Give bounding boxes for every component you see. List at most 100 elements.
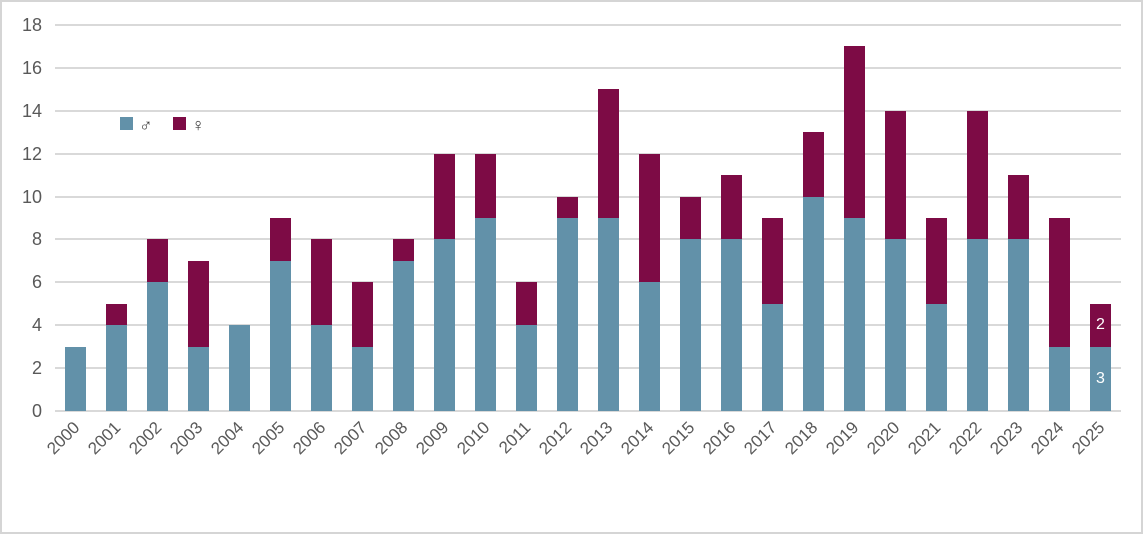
bar-2021-male[interactable] xyxy=(926,303,947,411)
male-series-swatch xyxy=(120,116,133,130)
x-tick-label-2014: 2014 xyxy=(616,418,657,459)
bar-2019-female[interactable] xyxy=(844,46,865,218)
data-label-2025-male: 3 xyxy=(1096,369,1105,387)
bar-2019-male[interactable] xyxy=(844,218,865,411)
x-tick-label-2018: 2018 xyxy=(780,418,821,459)
gridline-6 xyxy=(55,281,1121,284)
x-tick-label-2022: 2022 xyxy=(944,418,985,459)
gridline-4 xyxy=(55,324,1121,327)
bar-2009-female[interactable] xyxy=(434,153,455,240)
x-tick-label-2012: 2012 xyxy=(534,418,575,459)
x-tick-label-2024: 2024 xyxy=(1026,418,1067,459)
x-tick-label-2017: 2017 xyxy=(739,418,780,459)
x-tick-label-2010: 2010 xyxy=(452,418,493,459)
y-tick-label-18: 18 xyxy=(21,15,42,35)
x-tick-label-2001: 2001 xyxy=(83,418,124,459)
bar-2006-male[interactable] xyxy=(311,325,332,411)
bar-2018-female[interactable] xyxy=(803,132,824,197)
bar-2007-female[interactable] xyxy=(352,282,373,347)
bar-2020-male[interactable] xyxy=(885,239,906,411)
x-tick-label-2005: 2005 xyxy=(247,418,288,459)
bar-2008-female[interactable] xyxy=(393,239,414,261)
bar-2004-male[interactable] xyxy=(229,325,250,411)
bar-2002-male[interactable] xyxy=(147,282,168,411)
x-tick-label-2015: 2015 xyxy=(657,418,698,459)
bar-2016-male[interactable] xyxy=(721,239,742,411)
bar-2005-male[interactable] xyxy=(270,260,291,411)
x-tick-label-2000: 2000 xyxy=(42,418,83,459)
female-series-swatch xyxy=(172,116,186,130)
bar-2000-male[interactable] xyxy=(65,346,86,411)
bar-2021-female[interactable] xyxy=(926,218,947,304)
legend-item-female[interactable]: ♀ xyxy=(172,115,206,135)
x-tick-label-2009: 2009 xyxy=(411,418,452,459)
x-tick-label-2007: 2007 xyxy=(329,418,370,459)
bar-2018-male[interactable] xyxy=(803,196,824,411)
y-tick-label-6: 6 xyxy=(31,272,42,293)
female-symbol-icon: ♀ xyxy=(191,115,206,135)
y-tick-label-0: 0 xyxy=(31,401,42,421)
bar-2010-male[interactable] xyxy=(475,218,496,411)
x-tick-label-2006: 2006 xyxy=(288,418,329,459)
bar-2022-male[interactable] xyxy=(967,239,988,411)
x-tick-label-2002: 2002 xyxy=(124,418,165,459)
bar-2017-female[interactable] xyxy=(762,218,783,304)
x-tick-label-2013: 2013 xyxy=(575,418,616,459)
bar-2010-female[interactable] xyxy=(475,153,496,218)
bar-2015-male[interactable] xyxy=(680,239,701,411)
y-tick-label-10: 10 xyxy=(21,186,42,207)
x-tick-label-2025: 2025 xyxy=(1067,418,1108,459)
gridline-10 xyxy=(55,195,1121,198)
bar-2009-male[interactable] xyxy=(434,239,455,411)
x-tick-label-2021: 2021 xyxy=(903,418,944,459)
bar-2023-female[interactable] xyxy=(1008,175,1029,240)
legend-item-male[interactable]: ♂ xyxy=(120,116,153,134)
gridline-2 xyxy=(55,367,1121,370)
bar-2007-male[interactable] xyxy=(352,346,373,411)
bar-2012-female[interactable] xyxy=(557,196,578,218)
y-tick-label-16: 16 xyxy=(21,57,42,78)
bar-2012-male[interactable] xyxy=(557,218,578,411)
bar-2008-male[interactable] xyxy=(393,260,414,411)
bar-2022-female[interactable] xyxy=(967,110,988,240)
bar-2003-male[interactable] xyxy=(188,346,209,411)
x-tick-label-2019: 2019 xyxy=(821,418,862,459)
bar-2013-male[interactable] xyxy=(598,218,619,411)
bar-2011-male[interactable] xyxy=(516,325,537,411)
data-label-2025-female: 2 xyxy=(1096,316,1105,334)
bar-2014-female[interactable] xyxy=(639,153,660,283)
y-tick-label-2: 2 xyxy=(31,358,42,379)
bar-2005-female[interactable] xyxy=(270,218,291,261)
bar-2001-male[interactable] xyxy=(106,325,127,411)
bar-2013-female[interactable] xyxy=(598,89,619,218)
gridline-18 xyxy=(55,24,1121,26)
gridline-16 xyxy=(55,66,1121,69)
bar-2016-female[interactable] xyxy=(721,175,742,240)
bar-2002-female[interactable] xyxy=(147,239,168,283)
gridline-12 xyxy=(55,152,1121,155)
x-tick-label-2011: 2011 xyxy=(494,418,534,458)
gridline-8 xyxy=(55,238,1121,241)
bar-2011-female[interactable] xyxy=(516,282,537,326)
bar-2003-female[interactable] xyxy=(188,260,209,347)
bar-2006-female[interactable] xyxy=(311,239,332,326)
x-tick-label-2004: 2004 xyxy=(206,418,247,459)
bar-2017-male[interactable] xyxy=(762,303,783,411)
x-tick-label-2003: 2003 xyxy=(165,418,206,459)
bar-2025-male[interactable]: 3 xyxy=(1090,346,1111,411)
y-tick-label-4: 4 xyxy=(31,315,42,336)
legend: ♂ ♀ xyxy=(120,116,205,134)
bar-2023-male[interactable] xyxy=(1008,239,1029,411)
bar-2020-female[interactable] xyxy=(885,110,906,240)
bar-2014-male[interactable] xyxy=(639,282,660,411)
bar-2025-female[interactable]: 2 xyxy=(1090,303,1111,347)
bar-2024-male[interactable] xyxy=(1049,346,1070,411)
y-tick-label-12: 12 xyxy=(21,143,42,164)
x-tick-label-2016: 2016 xyxy=(698,418,739,459)
bar-2024-female[interactable] xyxy=(1049,218,1070,347)
x-tick-label-2023: 2023 xyxy=(985,418,1026,459)
bar-2001-female[interactable] xyxy=(106,303,127,326)
bar-2015-female[interactable] xyxy=(680,196,701,240)
x-tick-label-2008: 2008 xyxy=(370,418,411,459)
